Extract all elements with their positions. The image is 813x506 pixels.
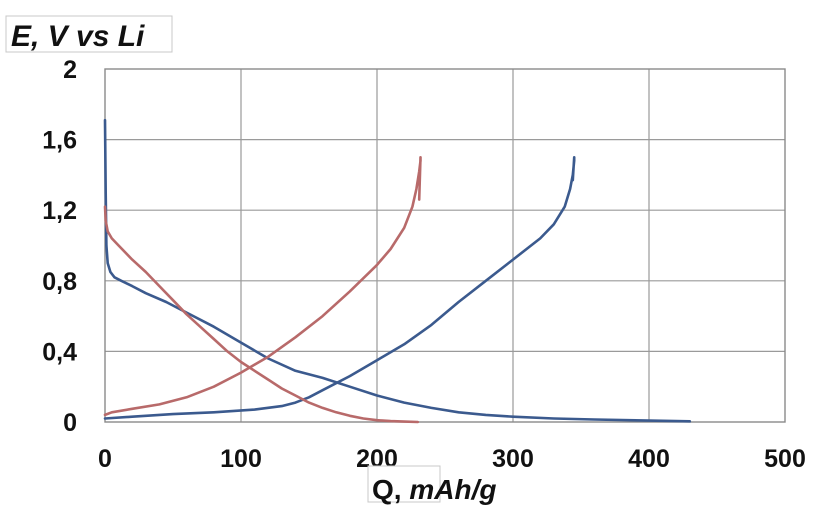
y-tick-label: 0,4	[42, 338, 77, 366]
y-tick-label: 0,8	[42, 268, 77, 296]
x-axis-title-box	[367, 465, 441, 503]
x-tick-labels: 0 100 200 300 400 500	[98, 445, 806, 473]
series-line-4	[103, 156, 422, 417]
y-axis-title: E, V vs Li	[11, 20, 145, 53]
y-tick-label: 1,2	[42, 197, 77, 225]
x-tick-label: 0	[98, 445, 112, 473]
x-axis-title-quantity: Q,	[372, 474, 409, 505]
series-line-3	[103, 205, 420, 424]
x-axis-title-unit: mAh/g	[409, 474, 496, 505]
x-tick-label: 100	[220, 445, 262, 473]
series-layer	[103, 118, 692, 424]
series-line-1	[103, 118, 692, 423]
x-tick-label: 500	[764, 445, 806, 473]
y-tick-label: 0	[63, 409, 77, 437]
series-line-2	[103, 156, 576, 420]
plot-frame	[104, 68, 786, 423]
x-tick-label: 400	[628, 445, 670, 473]
x-axis-title: Q, mAh/g	[372, 474, 496, 505]
y-tick-labels: 0 0,4 0,8 1,2 1,6 2	[42, 56, 77, 437]
y-axis-title-box	[5, 15, 173, 53]
y-tick-label: 2	[63, 56, 77, 84]
y-tick-label: 1,6	[42, 127, 77, 155]
grid-lines	[105, 69, 785, 422]
x-tick-label: 300	[492, 445, 534, 473]
